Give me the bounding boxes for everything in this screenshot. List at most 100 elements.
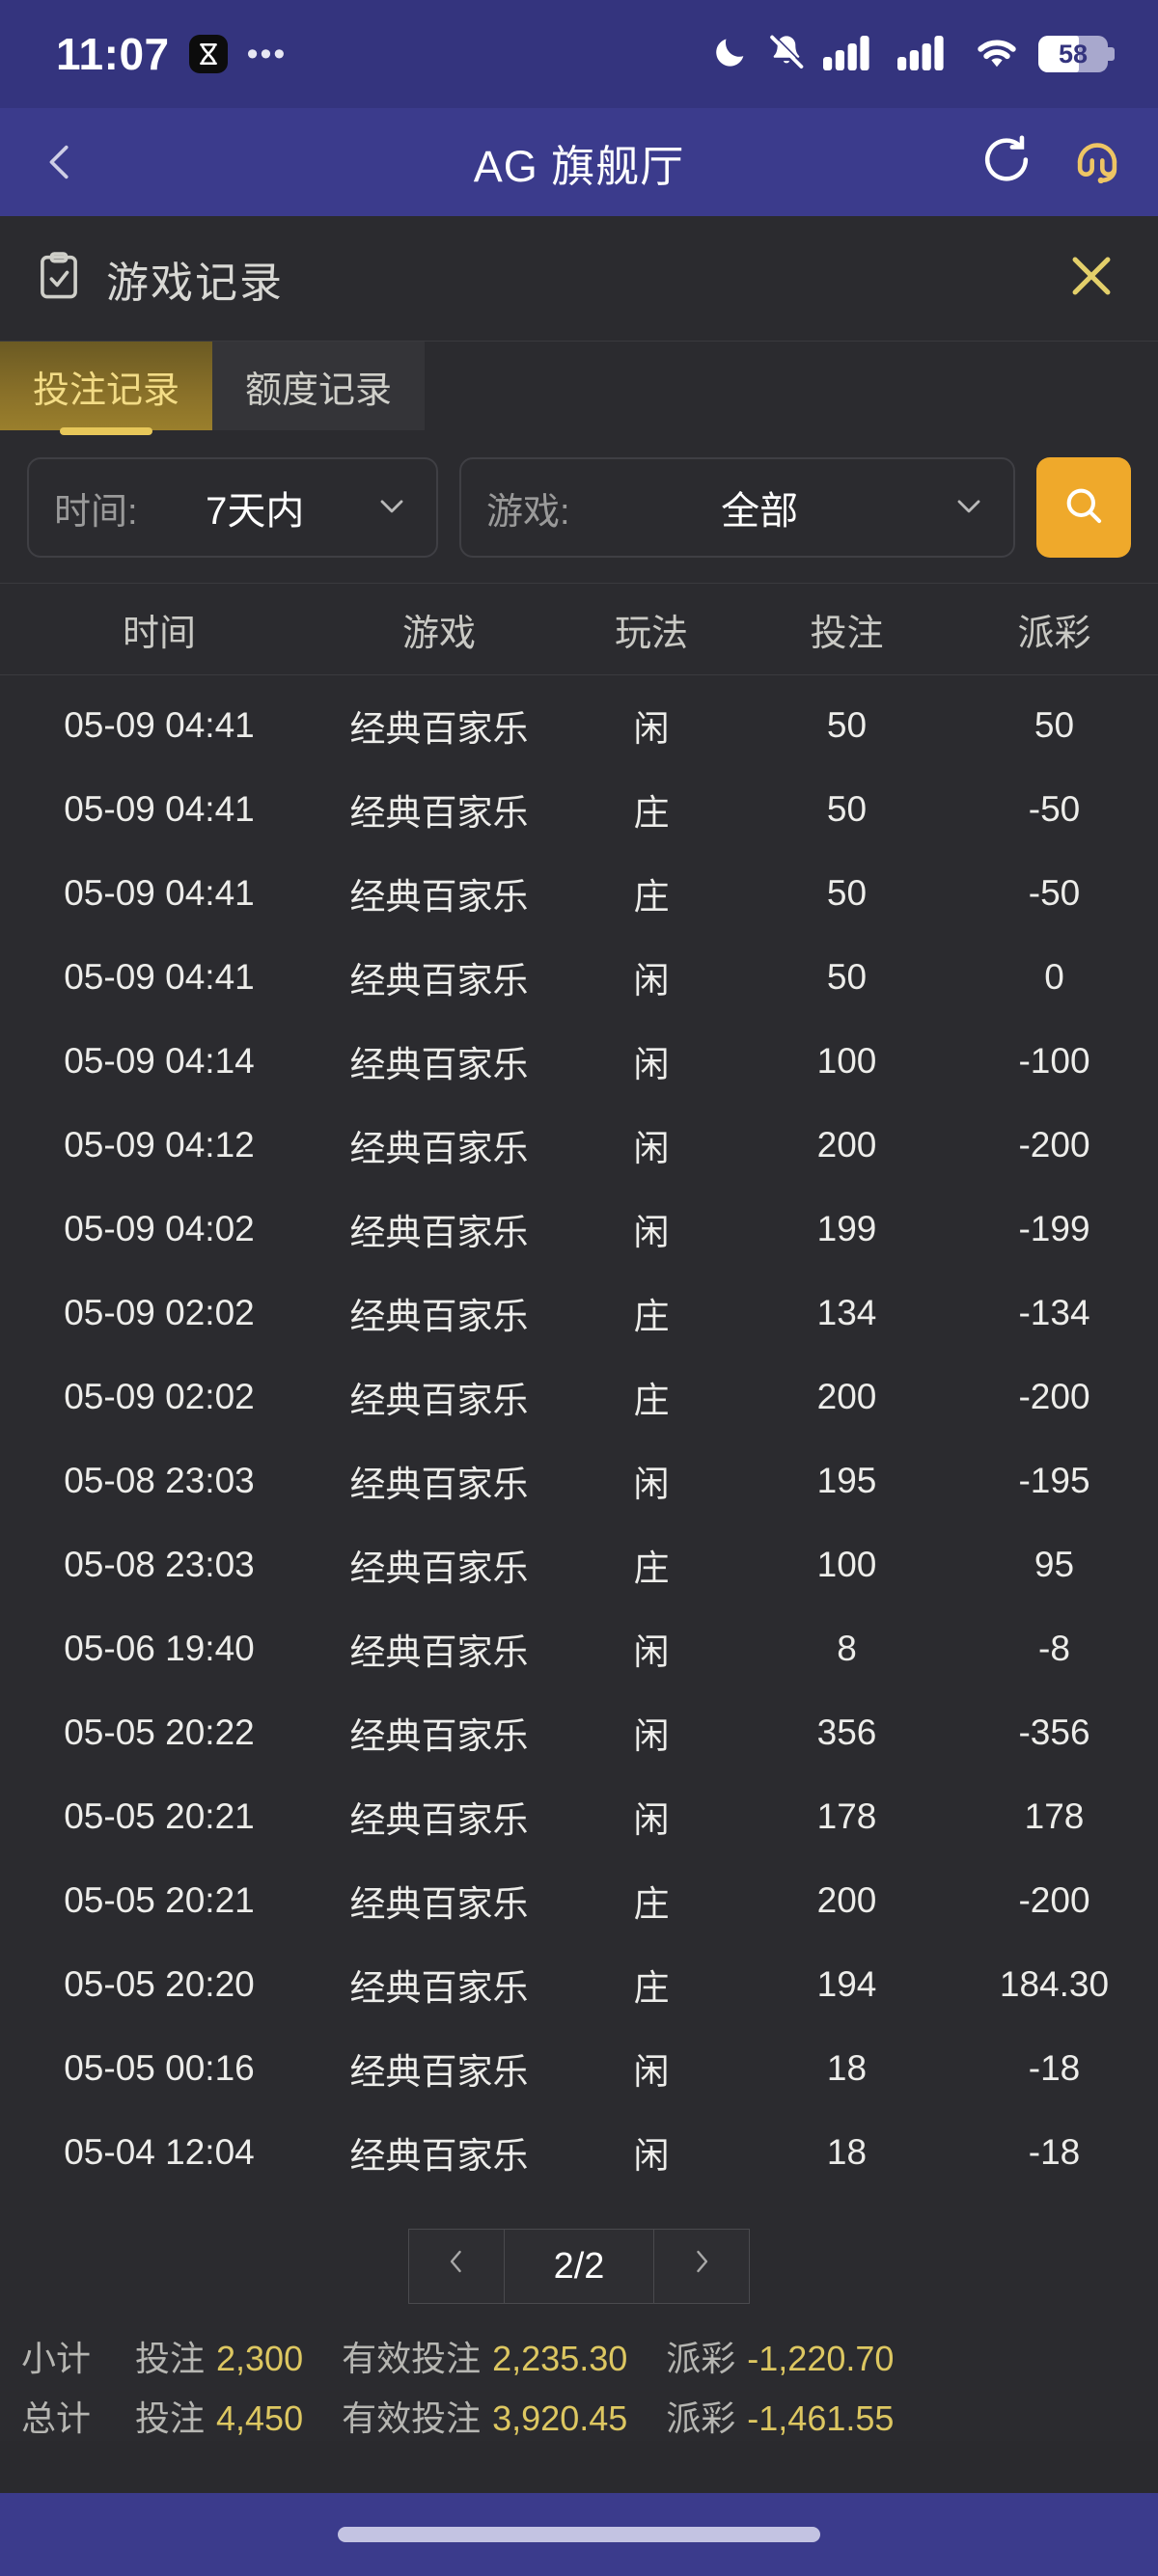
tab-bet-records[interactable]: 投注记录 [0,342,213,430]
cell-play: 庄 [633,876,670,917]
cell-bet: 134 [816,1292,877,1332]
game-filter-select[interactable]: 游戏: 全部 [459,457,1015,558]
table-row[interactable]: 05-08 23:03 经典百家乐 闲 195 -195 [0,1439,1158,1522]
cell-play: 闲 [633,2051,670,2092]
cell-bet: 200 [816,1376,877,1416]
summary-row-total: 总计 投注 4,450 有效投注 3,920.45 派彩 -1,461.55 [21,2391,1137,2441]
cell-play: 闲 [633,1212,670,1252]
cell-payout: 184.30 [999,1963,1110,2004]
cell-play: 闲 [633,1799,670,1840]
cell-payout: 0 [1044,956,1064,997]
table-row[interactable]: 05-09 04:41 经典百家乐 庄 50 -50 [0,767,1158,851]
cell-bet: 100 [816,1040,877,1081]
cell-game: 经典百家乐 [349,1967,529,2008]
table-header: 时间 游戏 玩法 投注 派彩 [0,583,1158,675]
cell-play: 庄 [633,1548,670,1588]
battery-icon: 58 [1038,36,1115,72]
summary-value: -1,220.70 [747,2339,895,2378]
cell-payout: -18 [1028,2047,1081,2088]
cell-payout: -134 [1018,1292,1090,1332]
app-header: AG 旗舰厅 [0,108,1158,216]
summary-total-bet: 投注 4,450 [135,2391,303,2441]
cell-payout: -200 [1018,1124,1090,1165]
summary-subtotal-payout: 派彩 -1,220.70 [666,2331,894,2381]
cell-payout: -200 [1018,1879,1090,1920]
cell-play: 闲 [633,708,670,749]
pagination-page-indicator: 2/2 [505,2229,653,2304]
page-title: AG 旗舰厅 [473,141,685,191]
cell-bet: 8 [837,1628,857,1668]
cell-game: 经典百家乐 [349,2135,529,2176]
cell-bet: 356 [816,1712,877,1752]
table-row[interactable]: 05-05 20:22 经典百家乐 闲 356 -356 [0,1690,1158,1774]
cell-time: 05-05 00:16 [64,2047,255,2088]
table-row[interactable]: 05-09 04:41 经典百家乐 庄 50 -50 [0,851,1158,935]
table-row[interactable]: 05-05 20:20 经典百家乐 庄 194 184.30 [0,1942,1158,2026]
time-filter-label: 时间: [54,491,138,533]
summary-footer: 小计 投注 2,300 有效投注 2,235.30 派彩 -1,220.70 总… [0,2304,1158,2441]
cell-bet: 50 [826,872,868,913]
summary-subtotal-bet: 投注 2,300 [135,2331,303,2381]
cell-game: 经典百家乐 [349,708,529,749]
cell-bet: 50 [826,956,868,997]
summary-label: 投注 [135,2398,206,2438]
table-row[interactable]: 05-09 04:41 经典百家乐 闲 50 0 [0,935,1158,1019]
chevron-down-icon [372,486,411,530]
cell-bet: 18 [826,2047,868,2088]
cell-time: 05-05 20:20 [64,1963,255,2004]
table-row[interactable]: 05-09 04:12 经典百家乐 闲 200 -200 [0,1103,1158,1187]
app-header-actions [979,132,1125,193]
battery-level: 58 [1058,39,1089,69]
cell-play: 闲 [633,1715,670,1756]
signal-bars-icon [823,34,881,75]
cell-time: 05-06 19:40 [64,1628,255,1668]
tab-credit-records[interactable]: 额度记录 [212,342,426,430]
panel-title: 游戏记录 [106,259,284,307]
table-row[interactable]: 05-09 04:41 经典百家乐 闲 50 50 [0,683,1158,767]
time-filter-select[interactable]: 时间: 7天内 [27,457,439,558]
table-row[interactable]: 05-05 00:16 经典百家乐 闲 18 -18 [0,2026,1158,2110]
table-row[interactable]: 05-05 20:21 经典百家乐 庄 200 -200 [0,1858,1158,1942]
close-icon[interactable] [1063,248,1119,309]
cell-game: 经典百家乐 [349,1044,529,1084]
pagination-prev-button[interactable] [408,2229,505,2304]
cell-play: 闲 [633,960,670,1000]
cell-time: 05-09 04:41 [64,872,255,913]
table-row[interactable]: 05-05 20:21 经典百家乐 闲 178 178 [0,1774,1158,1858]
status-bar-left: 11:07 ••• [56,28,287,80]
table-row[interactable]: 05-08 23:03 经典百家乐 庄 100 95 [0,1522,1158,1606]
summary-row-subtotal: 小计 投注 2,300 有效投注 2,235.30 派彩 -1,220.70 [21,2331,1137,2381]
table-row[interactable]: 05-09 04:02 经典百家乐 闲 199 -199 [0,1187,1158,1271]
column-header-game: 游戏 [401,613,476,654]
table-row[interactable]: 05-09 02:02 经典百家乐 庄 134 -134 [0,1271,1158,1355]
cell-play: 庄 [633,792,670,833]
cell-time: 05-09 04:12 [64,1124,255,1165]
refresh-icon[interactable] [979,132,1034,193]
summary-subtotal-tag: 小计 [21,2339,92,2378]
table-body: 05-09 04:41 经典百家乐闲 50 50 05-09 04:41 经典百家乐庄 50… [0,675,1158,2194]
cell-payout: -195 [1018,1460,1090,1500]
table-row[interactable]: 05-06 19:40 经典百家乐 闲 8 -8 [0,1606,1158,1690]
chevron-left-icon[interactable] [27,128,95,196]
table-row[interactable]: 05-09 02:02 经典百家乐 庄 200 -200 [0,1355,1158,1439]
pagination: 2/2 [0,2229,1158,2304]
cell-bet: 50 [826,704,868,745]
column-header-play: 玩法 [614,613,688,654]
table-row[interactable]: 05-04 12:04 经典百家乐 闲 18 -18 [0,2110,1158,2194]
table-row[interactable]: 05-09 04:14 经典百家乐 闲 100 -100 [0,1019,1158,1103]
cell-time: 05-09 04:41 [64,788,255,829]
cell-play: 闲 [633,1044,670,1084]
headset-icon[interactable] [1069,132,1125,193]
summary-total-valid: 有效投注 3,920.45 [342,2391,627,2441]
cell-time: 05-04 12:04 [64,2131,255,2172]
cell-game: 经典百家乐 [349,1548,529,1588]
search-button[interactable] [1035,457,1131,558]
moon-icon [711,33,750,76]
wifi-icon [972,33,1022,76]
home-indicator[interactable] [338,2527,820,2542]
summary-total-payout: 派彩 -1,461.55 [666,2391,894,2441]
cell-play: 庄 [633,1967,670,2008]
panel-header: 游戏记录 [0,216,1158,342]
pagination-next-button[interactable] [653,2229,750,2304]
cell-time: 05-09 04:41 [64,704,255,745]
